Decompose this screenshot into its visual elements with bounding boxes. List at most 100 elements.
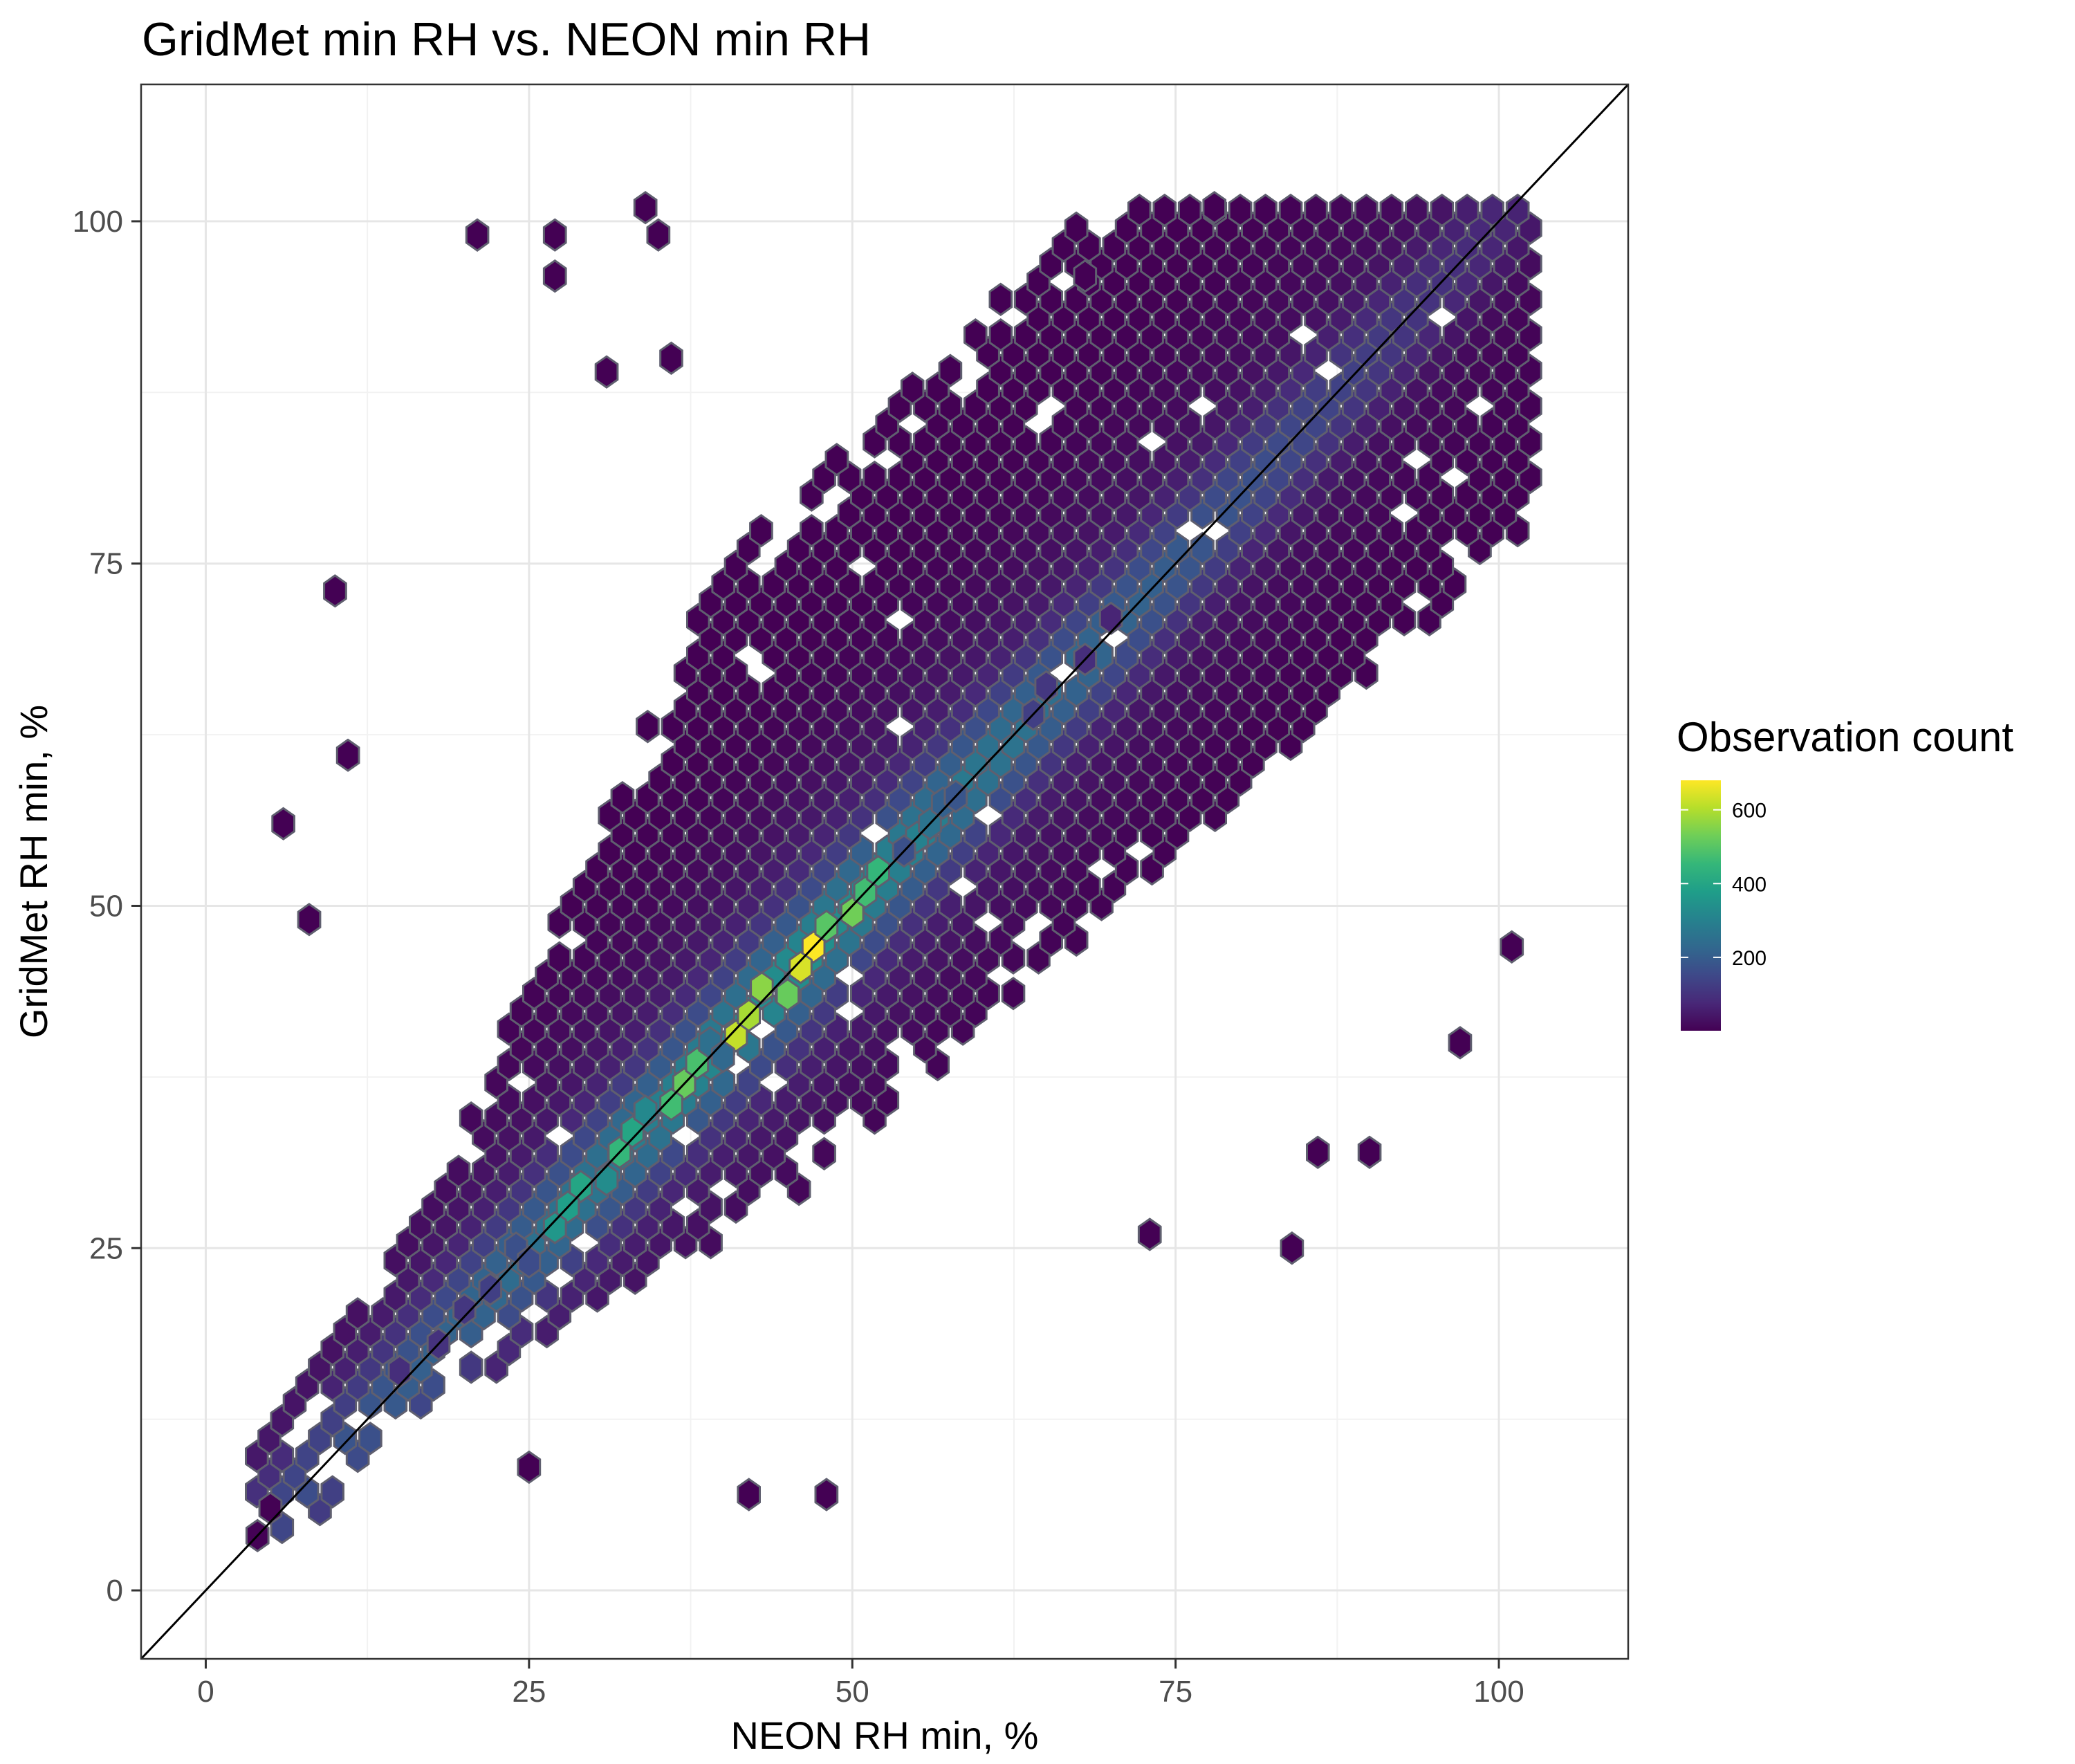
hexbin-cell-isolated (1357, 1135, 1382, 1169)
hexbin-cell (1064, 211, 1089, 246)
hexbin-cell (1228, 193, 1253, 228)
hexbin-cell-isolated (335, 738, 360, 772)
identity-line (140, 83, 1630, 1660)
hexbin-cell-isolated (297, 903, 322, 937)
hexbin-cell (1480, 193, 1504, 228)
hexbin-cell-high (542, 1211, 567, 1244)
hexbin-cell-high (633, 1094, 658, 1128)
hexbin-cell-isolated (633, 190, 658, 225)
hexbin-cell (1430, 193, 1455, 228)
hexbin-cell-isolated (1306, 1135, 1330, 1169)
hexbin-cell (1152, 193, 1177, 228)
hexbin-cell-high (1098, 601, 1123, 636)
hexbin-cell-isolated (271, 807, 295, 840)
hexbin-cell-isolated (542, 218, 567, 252)
colorbar-tick-label: 400 (1732, 873, 1767, 896)
hexbin-cell-isolated (1073, 259, 1098, 293)
colorbar-ticks: 200 400 600 (1681, 800, 1767, 970)
hexbin-cell (345, 1297, 370, 1331)
hexbin-cell-high (594, 1163, 619, 1197)
hexbin-cell-isolated (814, 1478, 839, 1512)
hexbin-cell (1405, 193, 1429, 228)
hexbin-cell (988, 282, 1013, 316)
hexbin-cell (1253, 193, 1278, 228)
x-tick-label: 75 (1159, 1675, 1192, 1709)
hexbin-cell-high (775, 977, 800, 1012)
hexbin-cell (938, 353, 963, 387)
x-tick-label: 0 (197, 1675, 214, 1709)
colorbar (1681, 780, 1721, 1031)
hexbin-cell-isolated (1202, 190, 1227, 225)
hexbin-cell-isolated (1137, 1218, 1162, 1251)
hexbin-cell-isolated (1448, 1026, 1473, 1060)
hexbin-cell (320, 1475, 344, 1509)
hexbin-cell (1304, 193, 1328, 228)
y-tick-label: 100 (73, 205, 123, 239)
hexbin-cell (459, 1350, 483, 1384)
hexbin-cell-isolated (646, 218, 671, 252)
chart-title: GridMet min RH vs. NEON min RH (142, 13, 871, 66)
hexbin-cell-high (452, 1293, 477, 1327)
hexbin-cell (1379, 193, 1404, 228)
hexbin-cell (446, 1155, 471, 1188)
y-axis-label: GridMet RH min, % (12, 705, 55, 1038)
colorbar-tick-label: 200 (1732, 947, 1767, 970)
hexbin-cell-high (711, 1039, 735, 1074)
hexbin-cell-isolated (542, 259, 567, 293)
hexbin-cell-isolated (517, 1450, 542, 1485)
x-tick-label: 50 (836, 1675, 869, 1709)
y-tick-label: 50 (89, 889, 123, 923)
legend: Observation count 200 400 600 (1677, 714, 2013, 1031)
hexbin-cell (963, 318, 988, 352)
hexbin-cell (1177, 193, 1202, 228)
y-axis: 0 25 50 75 100 (73, 205, 141, 1608)
hexbin-cell (636, 709, 660, 744)
hexbin-cell-isolated (594, 355, 619, 389)
plot-panel (140, 83, 1630, 1660)
hexbin-cell (863, 460, 887, 495)
hexbin-cell (1278, 193, 1303, 228)
legend-title: Observation count (1677, 714, 2013, 760)
hexbin-cell (1329, 193, 1354, 228)
hexbin-cell (800, 513, 824, 548)
hexbin-cell (358, 1422, 382, 1455)
hexbin-cell-isolated (659, 341, 683, 376)
panel-border (140, 83, 1630, 1660)
x-axis-label: NEON RH min, % (731, 1714, 1039, 1757)
hexbin-cell-high (517, 1244, 542, 1279)
hexbin-cell-high (387, 1354, 412, 1388)
hexbin-cell (749, 513, 773, 548)
hexbin-cell-high (866, 854, 890, 889)
hexbin-cell-isolated (1500, 930, 1524, 964)
colorbar-tick-label: 600 (1732, 800, 1767, 823)
hexbin-cell (1190, 531, 1215, 566)
x-axis: 0 25 50 75 100 (197, 1659, 1524, 1709)
hexbin-cell-high (1034, 670, 1058, 704)
hexbin-cell (459, 1101, 483, 1135)
hexbin-cell (1354, 193, 1378, 228)
y-tick-label: 75 (89, 547, 123, 581)
hexbin-cell-isolated (1280, 1231, 1304, 1265)
hexbin-cell-isolated (323, 574, 347, 608)
hexbin-cell (812, 1137, 836, 1170)
hexbin-cell (824, 443, 849, 477)
y-tick-label: 0 (107, 1574, 123, 1608)
hexbin-cell (610, 780, 635, 815)
x-tick-label: 25 (512, 1675, 546, 1709)
hexbin-cell-high (750, 971, 774, 1005)
hexbin-cell (1001, 976, 1026, 1011)
hexbin-cell-isolated (737, 1478, 761, 1512)
hexbin-cell-high (569, 1169, 593, 1204)
hexbin-cell-high (659, 1087, 683, 1121)
hexbin-cell (988, 318, 1013, 352)
hexbin-cell-isolated (465, 218, 490, 252)
hexbin-cell-high (814, 909, 839, 944)
x-tick-label: 100 (1473, 1675, 1524, 1709)
hexbin-cell-high (788, 950, 813, 984)
hexbin-cell (1455, 193, 1479, 228)
hexbin-cell (547, 941, 572, 975)
hexbin-cell (1127, 193, 1152, 228)
hexbin-cell (900, 371, 925, 405)
y-tick-label: 25 (89, 1231, 123, 1265)
hexbin-cell (1505, 193, 1530, 228)
